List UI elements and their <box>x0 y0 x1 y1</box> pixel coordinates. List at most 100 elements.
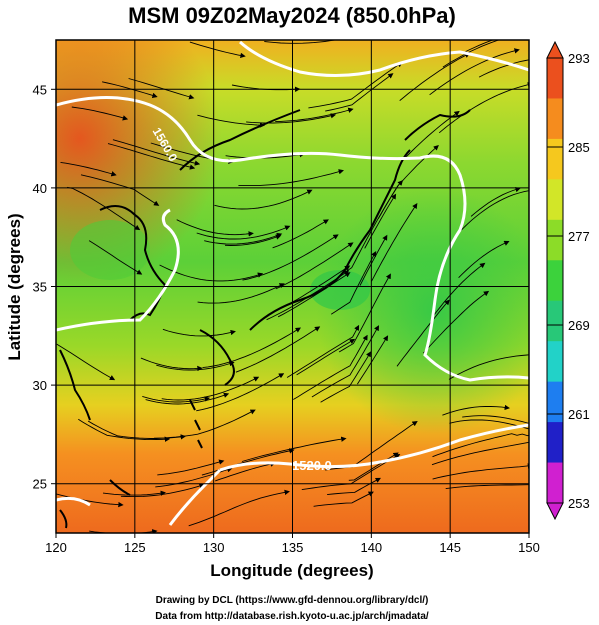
streamline <box>196 225 291 240</box>
footer-credit-data: Data from http://database.rish.kyoto-u.a… <box>155 611 429 622</box>
streamline <box>242 234 339 281</box>
streamline <box>202 327 301 369</box>
streamline <box>338 273 391 353</box>
streamline <box>403 110 460 160</box>
streamline <box>429 48 520 96</box>
colorbar-segment-4 <box>547 219 563 261</box>
streamline <box>431 441 529 466</box>
streamline <box>470 187 521 217</box>
streamline <box>140 357 203 372</box>
colorbar-segment-6 <box>547 300 563 342</box>
streamline <box>204 232 283 245</box>
coastlines <box>59 109 471 529</box>
streamline <box>107 143 196 170</box>
y-axis-ticks: 25 30 35 40 45 <box>33 82 56 492</box>
streamline <box>432 463 529 480</box>
streamline <box>308 61 403 109</box>
streamline <box>325 73 394 112</box>
colorbar-segment-8 <box>547 381 563 423</box>
colorbar-segment-2 <box>547 138 563 180</box>
colorbar-tick-label-253: 253 <box>568 496 590 511</box>
streamline <box>102 490 166 496</box>
streamline <box>264 40 338 44</box>
streamline <box>330 251 377 315</box>
streamline <box>215 461 276 482</box>
streamline <box>364 193 397 249</box>
streamline <box>156 361 235 371</box>
x-tick-label-120: 120 <box>45 540 67 555</box>
height-contours <box>56 40 529 526</box>
streamline <box>176 219 254 237</box>
streamline <box>78 418 171 442</box>
streamline <box>463 40 495 53</box>
streamline <box>197 114 266 128</box>
streamline <box>423 290 490 354</box>
colorbar-max-arrow <box>546 40 564 59</box>
streamline <box>128 78 195 100</box>
colorbar-segment-0 <box>547 58 563 99</box>
colorbar-min-arrow <box>546 502 564 521</box>
y-tick-label-45: 45 <box>33 82 47 97</box>
colorbar-tick-label-285: 285 <box>568 140 590 155</box>
streamline <box>277 272 351 318</box>
streamline <box>157 459 225 476</box>
streamline <box>235 326 321 373</box>
y-tick-label-40: 40 <box>33 181 47 196</box>
x-axis-ticks: 120 125 130 135 140 145 150 <box>45 533 540 555</box>
y-tick-label-30: 30 <box>33 378 47 393</box>
streamline <box>433 262 486 316</box>
colorbar-segment-5 <box>547 260 563 302</box>
streamline <box>142 395 211 403</box>
colorbar-tick-label-277: 277 <box>568 229 590 244</box>
colorbar-ticks: 293 285 277 269 261 253 <box>547 51 590 511</box>
colorbar-segment-1 <box>547 98 563 140</box>
streamline <box>56 343 116 381</box>
x-tick-label-125: 125 <box>124 540 146 555</box>
streamline <box>442 40 511 68</box>
streamline <box>102 81 158 98</box>
streamline <box>320 351 372 403</box>
streamline <box>396 299 450 367</box>
streamline <box>67 186 141 231</box>
streamline <box>196 373 285 412</box>
colorbar-segment-7 <box>547 341 563 383</box>
streamline <box>293 334 368 400</box>
streamline <box>458 240 510 279</box>
streamline <box>449 419 529 430</box>
x-tick-label-145: 145 <box>439 540 461 555</box>
streamline <box>201 448 295 476</box>
streamline <box>348 452 399 481</box>
streamline <box>80 174 160 206</box>
streamline <box>238 169 345 187</box>
streamline <box>88 240 143 275</box>
streamline <box>56 493 124 508</box>
y-tick-label-25: 25 <box>33 477 47 492</box>
colorbar-segment-9 <box>547 422 563 464</box>
streamline <box>448 354 529 380</box>
streamline <box>214 189 313 210</box>
streamline <box>189 41 246 59</box>
streamline <box>275 242 354 290</box>
streamline <box>246 113 337 124</box>
colorbar <box>546 40 564 521</box>
streamline <box>313 491 374 507</box>
streamline <box>442 404 510 416</box>
colorbar-tick-label-293: 293 <box>568 51 590 66</box>
streamline <box>188 489 290 527</box>
streamline <box>296 338 356 376</box>
streamline <box>60 161 117 177</box>
streamline <box>432 433 529 458</box>
streamline <box>357 335 389 385</box>
streamline <box>445 484 529 490</box>
x-tick-label-135: 135 <box>282 540 304 555</box>
streamline <box>275 107 354 123</box>
colorbar-tick-label-269: 269 <box>568 318 590 333</box>
streamline <box>286 324 360 378</box>
streamline <box>311 325 380 398</box>
colorbar-segment-3 <box>547 179 563 221</box>
streamline <box>112 139 201 166</box>
streamline <box>224 234 282 246</box>
x-axis-label: Longitude (degrees) <box>210 561 373 580</box>
streamline <box>359 234 388 286</box>
